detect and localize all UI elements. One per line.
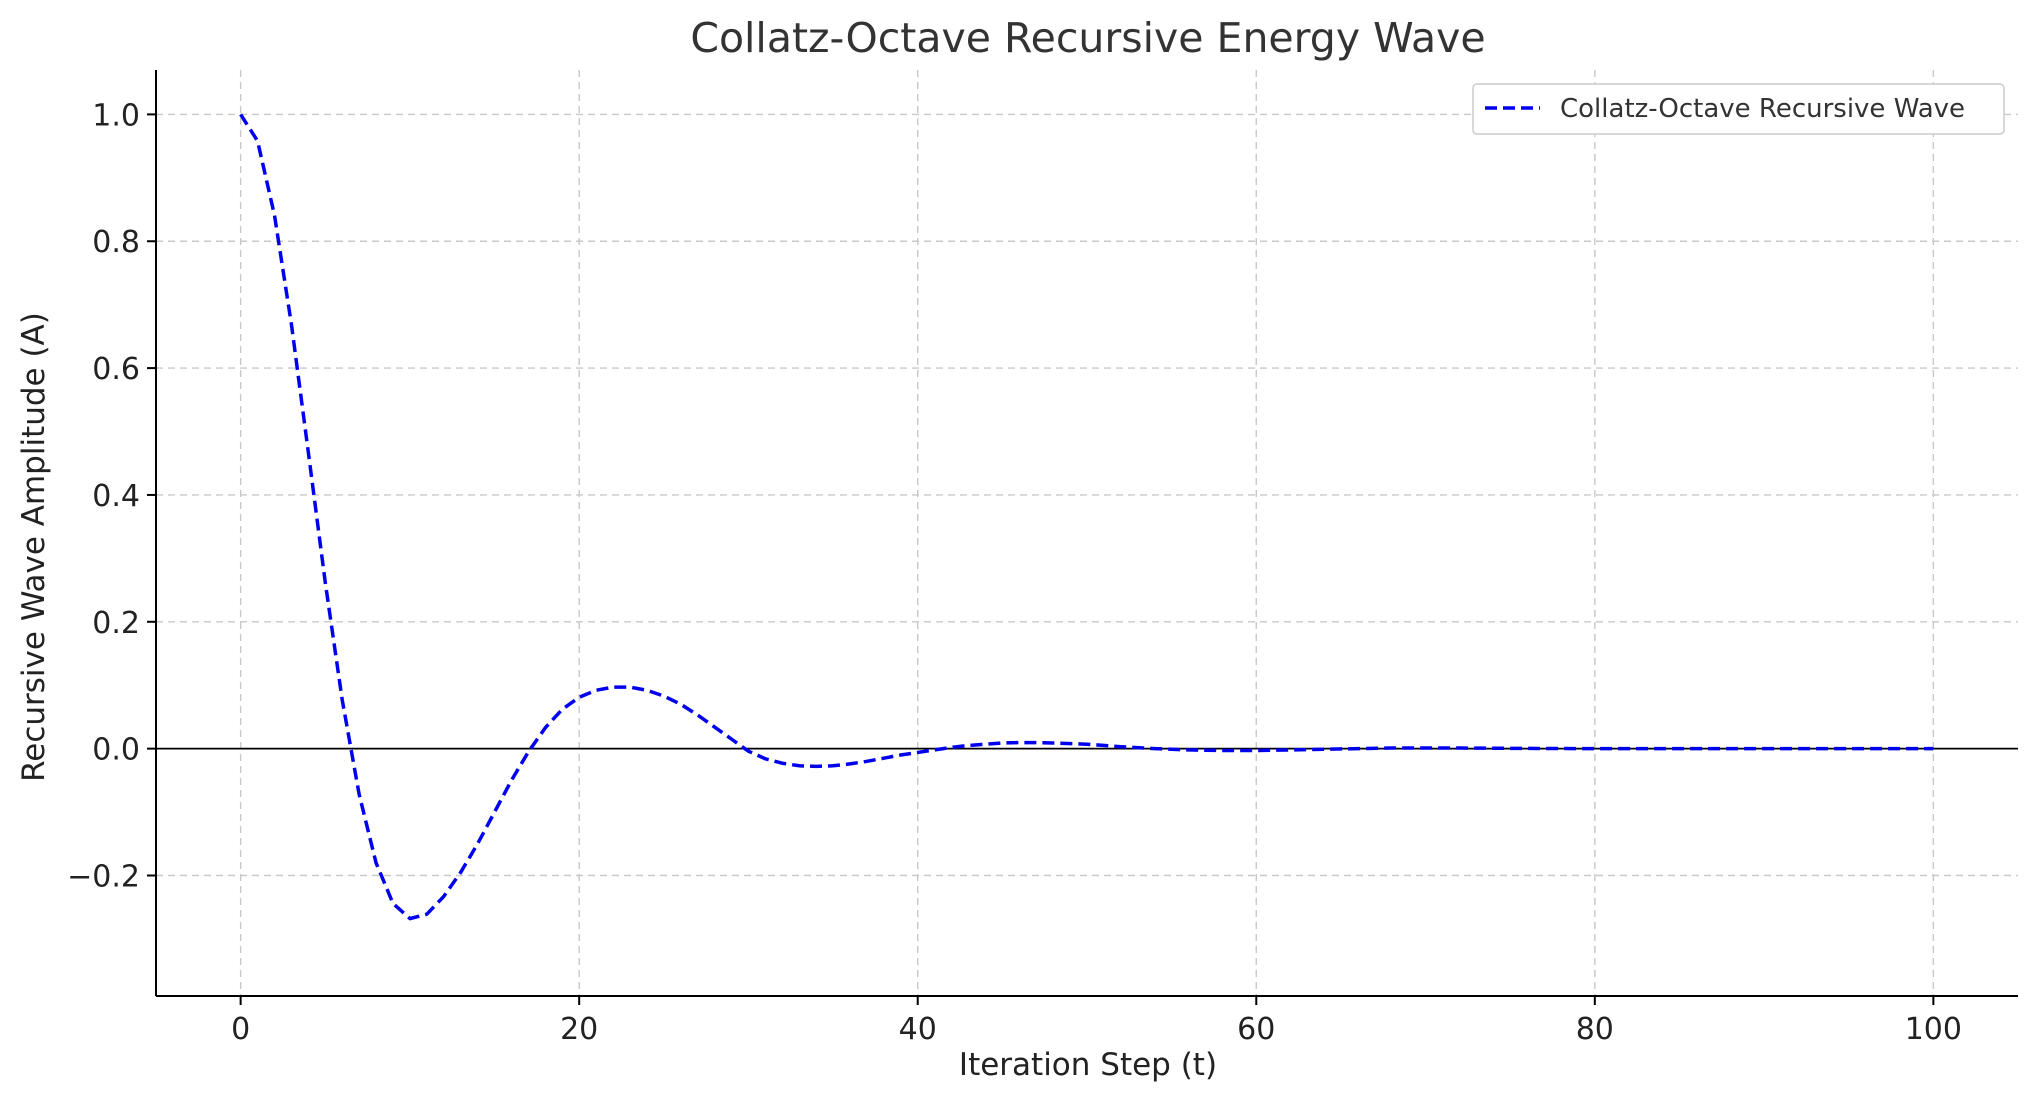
y-tick-label-2: 0.2 <box>92 606 140 641</box>
y-tick-label-3: 0.4 <box>92 479 140 514</box>
x-axis-label: Iteration Step (t) <box>959 1047 1217 1083</box>
y-tick-label-5: 0.8 <box>92 225 140 260</box>
x-tick-label-3: 60 <box>1237 1012 1275 1047</box>
chart-title: Collatz-Octave Recursive Energy Wave <box>690 14 1485 62</box>
grid-layer <box>156 70 2018 996</box>
y-axis-label: Recursive Wave Amplitude (A) <box>16 312 52 782</box>
x-tick-label-4: 80 <box>1576 1012 1614 1047</box>
x-tick-label-5: 100 <box>1905 1012 1962 1047</box>
x-tick-label-2: 40 <box>899 1012 937 1047</box>
legend: Collatz-Octave Recursive Wave <box>1472 83 2005 135</box>
y-tick-label-6: 1.0 <box>92 98 140 133</box>
series-line-0 <box>239 113 1934 921</box>
y-tick-label-1: 0.0 <box>92 733 140 768</box>
y-tick-label-4: 0.6 <box>92 352 140 387</box>
ticks-layer: 0 20 40 60 80 100 −0.2 0.0 0.2 0.4 0.6 0.8 1.0 <box>67 98 1962 1047</box>
axes-layer <box>155 70 2018 997</box>
series-layer <box>239 113 1934 921</box>
legend-label: Collatz-Octave Recursive Wave <box>1560 94 1965 124</box>
legend-box <box>1472 83 2005 135</box>
x-tick-label-1: 20 <box>560 1012 598 1047</box>
y-tick-label-0: −0.2 <box>67 859 140 894</box>
x-tick-label-0: 0 <box>231 1012 250 1047</box>
